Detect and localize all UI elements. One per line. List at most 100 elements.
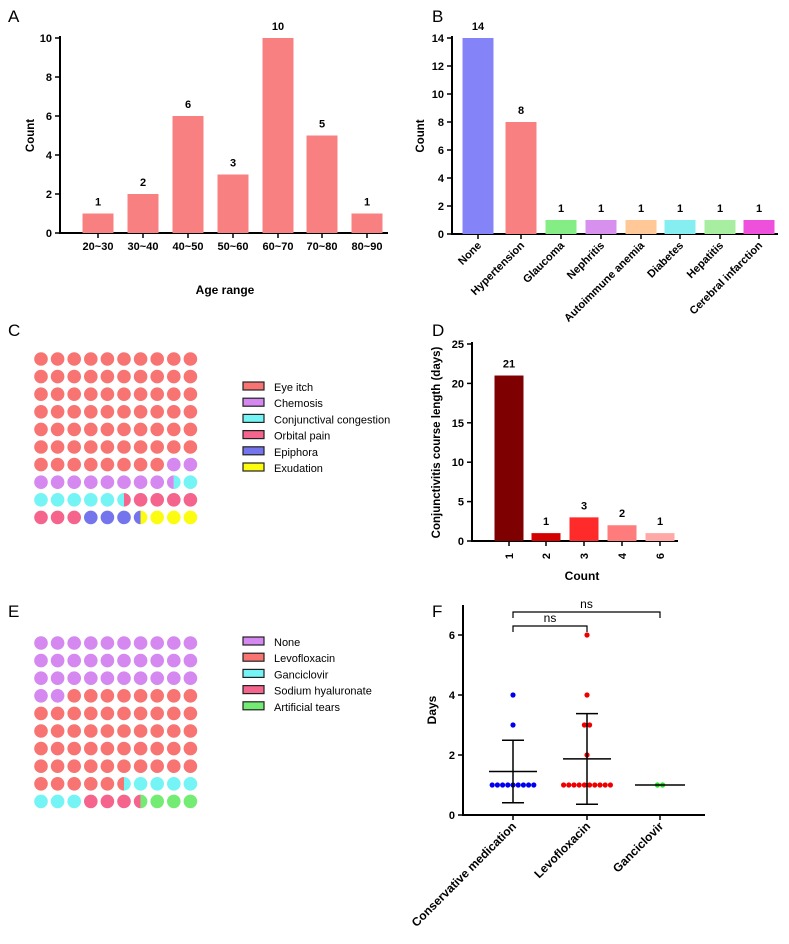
waffle-dot-levofloxacin: [167, 724, 181, 738]
data-point: [520, 782, 527, 788]
waffle-dot-eye-itch: [84, 352, 98, 366]
waffle-dot-none: [84, 653, 98, 668]
waffle-dot-eye-itch: [133, 352, 148, 366]
legend-swatch: [242, 446, 265, 456]
waffle-dot-eye-itch: [150, 440, 164, 454]
waffle-dot-orbital-pain: [150, 493, 164, 507]
x-tick-label: Diabetes: [645, 240, 686, 281]
waffle-dot-eye-itch: [50, 369, 65, 384]
waffle-dot-none: [167, 653, 181, 668]
x-tick-label: 30~40: [128, 241, 159, 253]
waffle-dot-levofloxacin: [84, 777, 98, 791]
waffle-dot-eye-itch: [133, 369, 148, 384]
data-point: [515, 782, 521, 788]
waffle-dot-none: [167, 636, 181, 650]
waffle-dot-eye-itch: [67, 352, 81, 366]
waffle-dot-ganciclovir: [67, 794, 81, 809]
data-label: 5: [319, 119, 325, 131]
panel-label-F: F: [432, 602, 442, 621]
bar-3: [569, 517, 599, 541]
waffle-dot-none: [183, 671, 198, 685]
data-label: 8: [518, 105, 524, 117]
waffle-dot-levofloxacin: [84, 724, 98, 738]
y-tick-label: 2: [438, 201, 444, 213]
waffle-dot-none: [117, 653, 131, 668]
x-tick-label: 1: [504, 553, 516, 559]
waffle-dot-levofloxacin: [84, 689, 98, 703]
waffle-dot-levofloxacin: [67, 724, 81, 738]
significance-label: ns: [544, 611, 557, 625]
waffle-half-dot-levofloxacin: [117, 777, 124, 791]
waffle-dot-ganciclovir: [34, 794, 48, 809]
waffle-dot-eye-itch: [150, 369, 164, 384]
bar-4: [607, 525, 637, 541]
legend-swatch: [242, 668, 265, 679]
waffle-dot-eye-itch: [183, 440, 198, 454]
bar-6: [645, 533, 675, 541]
waffle-dot-ganciclovir: [133, 777, 148, 791]
x-tick-label: None: [456, 240, 484, 268]
waffle-dot-levofloxacin: [183, 706, 198, 721]
waffle-dot-eye-itch: [34, 387, 48, 402]
waffle-dot-eye-itch: [167, 440, 181, 454]
x-tick-label: Nephritis: [565, 240, 607, 282]
waffle-dot-eye-itch: [183, 405, 198, 419]
data-point: [587, 782, 593, 788]
x-tick-label: 40~50: [173, 241, 204, 253]
waffle-dot-levofloxacin: [50, 706, 65, 721]
legend-label: Sodium hyaluronate: [274, 686, 372, 698]
waffle-dot-conjunctival-congestion: [34, 493, 48, 507]
legend-swatch: [242, 462, 265, 472]
waffle-dot-levofloxacin: [117, 689, 131, 703]
waffle-dot-eye-itch: [183, 387, 198, 402]
waffle-dot-chemosis: [50, 475, 65, 490]
waffle-dot-orbital-pain: [183, 493, 198, 507]
waffle-dot-eye-itch: [167, 352, 181, 366]
waffle-dot-eye-itch: [67, 369, 81, 384]
waffle-dot-none: [183, 636, 198, 650]
waffle-dot-eye-itch: [167, 405, 181, 419]
data-point: [581, 782, 588, 788]
waffle-dot-artificial-tears: [167, 794, 181, 809]
waffle-dot-levofloxacin: [167, 759, 181, 773]
bar-40~50: [172, 116, 204, 233]
waffle-dot-eye-itch: [50, 387, 65, 402]
waffle-dot-eye-itch: [133, 457, 148, 472]
y-tick-label: 12: [432, 61, 444, 73]
waffle-dot-levofloxacin: [150, 759, 164, 773]
y-tick-label: 4: [449, 690, 456, 702]
waffle-dot-epiphora: [117, 510, 131, 525]
waffle-dot-levofloxacin: [133, 759, 148, 773]
waffle-dot-conjunctival-congestion: [84, 493, 98, 507]
data-label: 1: [543, 516, 549, 528]
legend-swatch: [242, 397, 265, 407]
y-tick-label: 2: [46, 189, 52, 201]
waffle-dot-eye-itch: [167, 422, 181, 437]
waffle-dot-levofloxacin: [67, 759, 81, 773]
panel-label-E: E: [8, 602, 19, 621]
waffle-dot-levofloxacin: [183, 689, 198, 703]
waffle-dot-eye-itch: [167, 387, 181, 402]
data-point: [505, 782, 511, 788]
waffle-dot-eye-itch: [67, 387, 81, 402]
waffle-dot-eye-itch: [183, 352, 198, 366]
bar-70~80: [306, 135, 338, 233]
waffle-dot-none: [133, 671, 148, 685]
waffle-dot-chemosis: [150, 475, 164, 490]
waffle-dot-none: [117, 671, 131, 685]
waffle-dot-levofloxacin: [167, 706, 181, 721]
waffle-dot-eye-itch: [100, 387, 115, 402]
waffle-dot-eye-itch: [84, 422, 98, 437]
waffle-dot-eye-itch: [84, 457, 98, 472]
waffle-dot-eye-itch: [100, 457, 115, 472]
data-point: [489, 782, 495, 788]
waffle-dot-levofloxacin: [67, 689, 81, 703]
bar-Autoimmune anemia: [625, 220, 657, 234]
legend-label: Conjunctival congestion: [274, 414, 390, 426]
waffle-dot-orbital-pain: [67, 510, 81, 525]
waffle-dot-eye-itch: [50, 457, 65, 472]
waffle-dot-levofloxacin: [133, 741, 148, 756]
x-tick-label: 50~60: [218, 241, 249, 253]
data-point: [531, 782, 537, 788]
legend-label: Ganciclovir: [274, 669, 329, 681]
